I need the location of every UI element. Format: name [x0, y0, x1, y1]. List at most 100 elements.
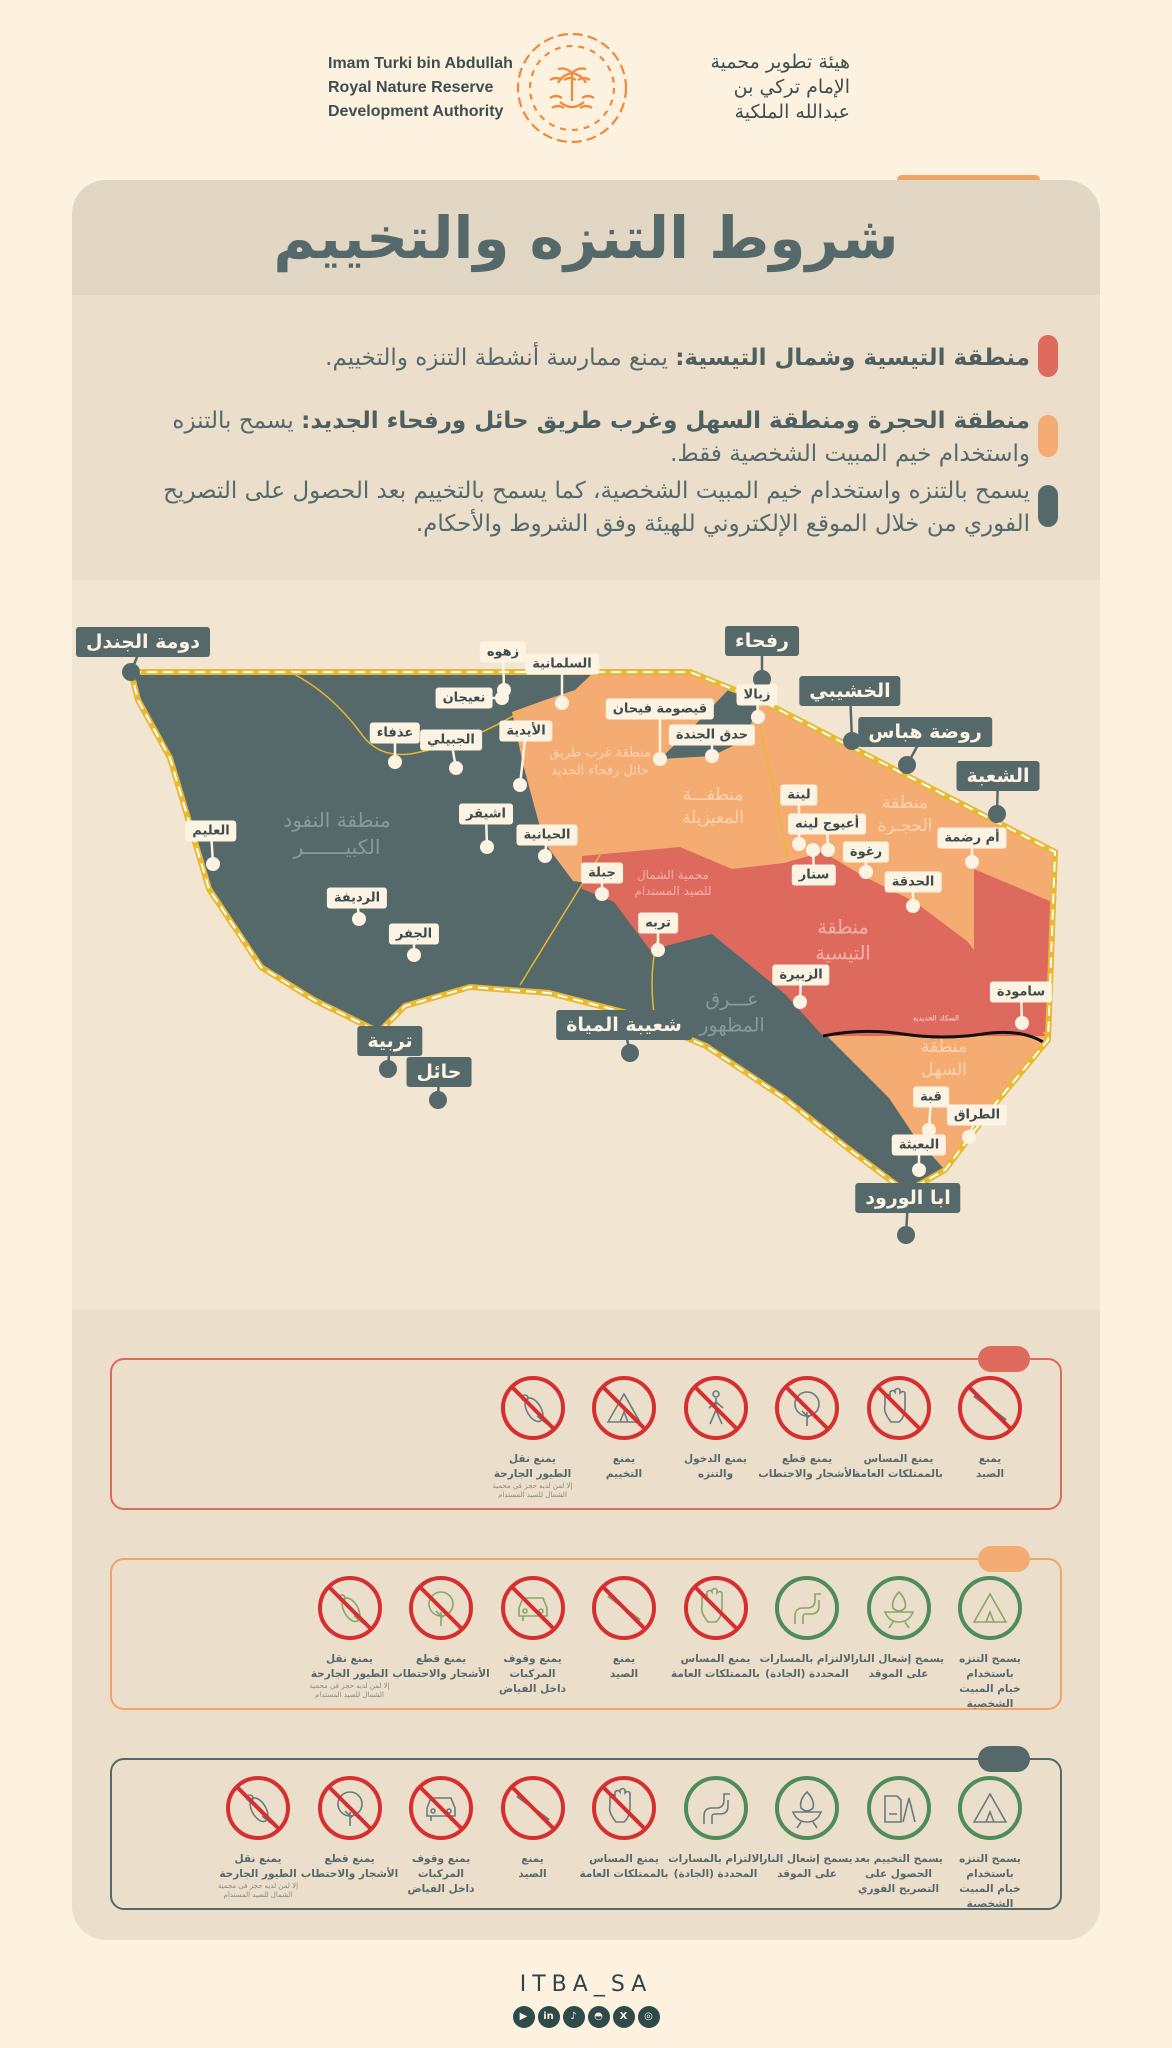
rule-label: الالتزام بالمسارات: [668, 1853, 763, 1865]
rules-card: شروط التنزه والتخييم منطقة التيسية وشمال…: [72, 180, 1100, 1940]
rule-icon-tree: يمنع قطع الأشجار والاحتطاب: [300, 1774, 400, 1882]
social-links: ▶ in ♪ ◓ X ◎: [0, 2006, 1172, 2028]
location-pin-icon: [912, 1163, 926, 1177]
location-pin-icon: [555, 696, 569, 710]
tent-icon: [958, 1576, 1022, 1640]
youtube-icon[interactable]: ▶: [512, 2006, 535, 2028]
fire-icon: [775, 1776, 839, 1840]
rule-label: يسمح إشعال النار: [761, 1853, 853, 1865]
rule-label: يمنع وقوف المركبات: [411, 1853, 471, 1880]
location-pin-icon: [897, 1226, 915, 1244]
location-pin-icon: [705, 749, 719, 763]
rule-label: يسمح إشعال النار: [852, 1653, 945, 1665]
rule-label: يمنع الدخول: [684, 1453, 747, 1465]
location-pin-icon: [407, 948, 421, 962]
rule-label: بالممتلكات العامة: [579, 1868, 669, 1880]
location-pin-icon: [821, 843, 835, 857]
rule-icon-rifle: يمنع الصيد: [574, 1574, 674, 1682]
x-icon[interactable]: X: [612, 2006, 635, 2028]
rule-label: يمنع وقوف المركبات: [503, 1653, 562, 1680]
rule-icon-hand: يمنع المساس بالممتلكات العامة: [666, 1574, 766, 1682]
snapchat-icon[interactable]: ◓: [587, 2006, 610, 2028]
location-pin-icon: [595, 887, 609, 901]
rule-label: بالممتلكات العامة: [670, 1668, 760, 1680]
org-name-en: Imam Turki bin Abdullah Royal Nature Res…: [328, 55, 513, 120]
hand-icon: [866, 1376, 931, 1440]
rule-icon-tree: يمنع قطع الأشجار والاحتطاب: [391, 1574, 491, 1682]
rule-label: على الموقد: [868, 1668, 929, 1680]
icons-section: يمنع الصيد يمنع المساس بالممتلكات العامة يمن…: [72, 1310, 1100, 1940]
location-pin-icon: [859, 865, 873, 879]
rule-2: منطقة الحجرة ومنطقة السهل وغرب طريق حائل…: [172, 408, 1030, 467]
location-pin-icon: [429, 1091, 447, 1109]
falcon-icon: [226, 1776, 290, 1840]
rule-label: يمنع المساس: [680, 1653, 751, 1665]
instagram-icon[interactable]: ◎: [637, 2006, 660, 2028]
car-icon: [500, 1576, 565, 1640]
rule-icon-hand: يمنع المساس بالممتلكات العامة: [849, 1374, 949, 1482]
location-pin-icon: [1015, 1016, 1029, 1030]
rule-label: الأشجار والاحتطاب: [758, 1468, 856, 1480]
limited-zone-rules: يسمح التنزه باستخدام خيام المبيت الشخصية ي…: [110, 1546, 1062, 1712]
rule-label: يمنع قطع: [415, 1653, 467, 1665]
rule-label: الأشجار والاحتطاب: [300, 1868, 399, 1880]
rule-label: على الموقد: [777, 1868, 837, 1880]
railway-line: [822, 1029, 1047, 1046]
falcon-icon: [500, 1376, 565, 1440]
location-pin-icon: [122, 663, 140, 681]
location-pin-icon: [906, 899, 920, 913]
banned-zone-tayseeyah: [582, 847, 1046, 1036]
rule-label: يمنع قطع: [324, 1853, 375, 1865]
rule-3: يسمح بالتنزه واستخدام خيم المبيت الشخصية…: [163, 478, 1030, 537]
falcon-icon: [317, 1576, 382, 1640]
bullet-red: [1038, 335, 1058, 377]
location-pin-icon: [379, 1060, 397, 1078]
rule-label: يمنع المساس: [589, 1853, 659, 1865]
rule-label: الطيور الجارحة: [493, 1468, 572, 1480]
permit-icon: [866, 1776, 931, 1840]
tree-icon: [775, 1376, 839, 1440]
rule-icon-permit: يسمح التخييم بعد الحصول على التصريح الفور…: [849, 1774, 949, 1897]
location-pin-icon: [206, 857, 220, 871]
location-pin-icon: [495, 691, 509, 705]
rule-icon-road: الالتزام بالمسارات المحددة (الجادة): [757, 1574, 857, 1682]
location-pin-icon: [621, 1044, 639, 1062]
rule-label: يسمح التنزه باستخدام: [959, 1653, 1021, 1680]
rule-icon-rifle: يمنع الصيد: [483, 1774, 583, 1882]
location-pin-icon: [449, 761, 463, 775]
rule-label: يمنع نقل: [234, 1853, 282, 1865]
bullet-orange: [1038, 415, 1058, 457]
authority-logo: [516, 32, 628, 144]
location-pin-icon: [751, 710, 765, 724]
linkedin-icon[interactable]: in: [537, 2006, 560, 2028]
location-pin-icon: [352, 912, 366, 926]
tiktok-icon[interactable]: ♪: [562, 2006, 585, 2028]
location-pin-icon: [388, 755, 402, 769]
rule-icon-fire: يسمح إشعال النار على الموقد: [849, 1574, 949, 1682]
location-pin-icon: [513, 778, 527, 792]
fire-icon: [866, 1576, 931, 1640]
rule-label: الصيد: [518, 1868, 547, 1880]
rules-section: منطقة التيسية وشمال التيسية: يمنع ممارسة…: [72, 295, 1100, 580]
rule-label: داخل الفياض: [407, 1883, 475, 1895]
rule-label: يسمح التنزه باستخدام: [959, 1853, 1021, 1880]
rule-note: إلا لمن لديه حجز في محمية الشمال للصيد ا…: [492, 1482, 573, 1499]
rule-icon-tent: يسمح التنزه باستخدام خيام المبيت الشخصية: [940, 1574, 1040, 1712]
rule-label: يمنع: [521, 1853, 544, 1865]
location-pin-icon: [898, 756, 916, 774]
social-handle: ITBA_SA: [519, 1972, 653, 1997]
rule-icon-falcon: يمنع نقل الطيور الجارحة إلا لمن لديه حجز ف…: [300, 1574, 400, 1700]
rule-label: يمنع قطع: [781, 1453, 833, 1465]
rule-label: يمنع: [612, 1653, 636, 1665]
location-pin-icon: [480, 840, 494, 854]
rule-label: التخييم: [605, 1468, 643, 1480]
location-pin-icon: [843, 732, 861, 750]
rule-1: منطقة التيسية وشمال التيسية: يمنع ممارسة…: [325, 345, 1030, 371]
walker-icon: [683, 1376, 748, 1440]
rule-icon-walker: يمنع الدخول والتنزه: [666, 1374, 766, 1482]
rule-label: الأشجار والاحتطاب: [392, 1668, 490, 1680]
rule-icon-falcon: يمنع نقل الطيور الجارحة إلا لمن لديه حجز ف…: [483, 1374, 583, 1500]
rule-label: خيام المبيت الشخصية: [959, 1683, 1021, 1710]
org-name-ar: هيئة تطوير محمية الإمام تركي بن عبدالله …: [710, 51, 850, 123]
road-icon: [775, 1576, 839, 1640]
